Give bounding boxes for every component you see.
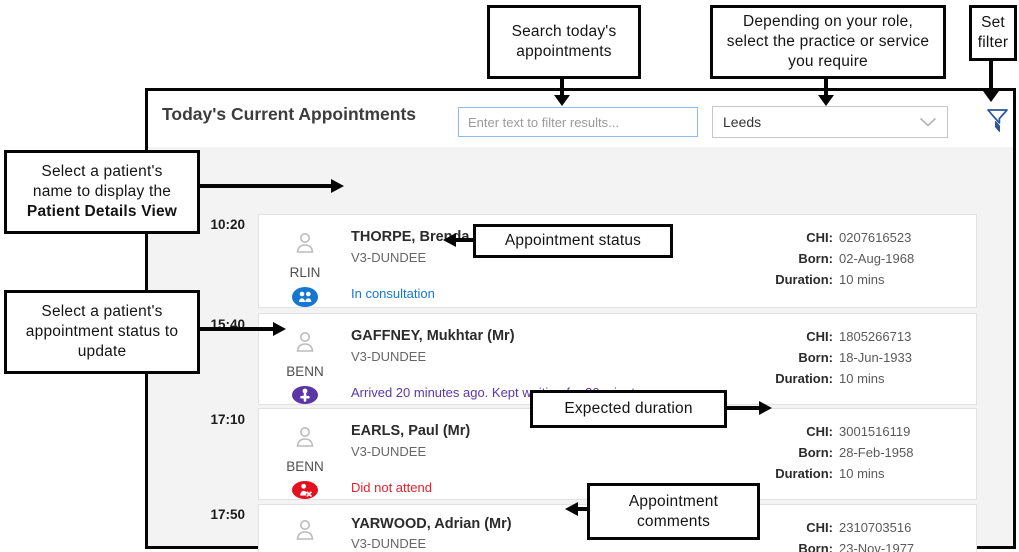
clinician-code: BENN [286,459,324,474]
filter-icon[interactable] [986,108,1010,134]
arrow-expected-duration-line [727,406,759,410]
callout-patient-name: Select a patient's name to display the P… [4,150,200,234]
person-icon [290,228,320,263]
callout-set-filter: Set filter [969,5,1017,61]
born-label: Born: [798,251,833,266]
duration-label: Duration: [775,466,833,481]
arrow-filter-head [983,91,999,102]
clinician-code: RLIN [289,265,321,280]
patient-name-link[interactable]: YARWOOD, Adrian (Mr) [351,516,512,532]
appointment-time: 17:50 [210,507,245,522]
chevron-down-icon [919,117,937,128]
callout-search: Search today's appointments [487,5,641,79]
arrow-status-update-line [199,327,273,331]
chi-value: 3001516119 [839,424,911,439]
clinician-code: BENN [286,364,324,379]
chi-label: CHI: [806,230,833,245]
born-value: 23-Nov-1977 [839,541,915,552]
appointments-window: Today's Current Appointments Leeds 10:20… [145,88,1016,552]
chi-value: 0207616523 [839,230,912,245]
callout-appointment-status: Appointment status [473,224,673,258]
chi-value: 2310703516 [839,520,912,535]
arrow-appointment-status-head [443,233,456,247]
practice-dropdown[interactable]: Leeds [712,106,948,138]
chi-label: CHI: [806,520,833,535]
clinic-code: V3-DUNDEE [351,349,427,364]
patient-name-link[interactable]: EARLS, Paul (Mr) [351,423,471,439]
did-not-attend-status-icon[interactable] [292,481,318,499]
callout-status-update: Select a patient's appointment status to… [4,290,200,374]
callout-appointment-comments: Appointment comments [587,483,760,540]
page-title: Today's Current Appointments [162,104,417,124]
arrived-status-icon[interactable] [292,386,318,404]
arrow-role-head [818,95,834,106]
person-icon [290,515,320,550]
born-label: Born: [798,541,833,552]
born-value: 02-Aug-1968 [839,251,915,266]
callout-role: Depending on your role, select the pract… [710,5,946,79]
duration-label: Duration: [775,272,833,287]
arrow-patient-name-head [331,179,344,193]
arrow-appointment-comments-line [578,507,587,511]
duration-value: 10 mins [839,272,885,287]
arrow-search-line [560,78,564,96]
duration-value: 10 mins [839,371,885,386]
born-value: 18-Jun-1933 [839,350,912,365]
appointment-status-text[interactable]: In consultation [351,286,435,301]
window-header: Today's Current Appointments Leeds [148,91,1013,147]
born-label: Born: [798,350,833,365]
chi-label: CHI: [806,329,833,344]
appointment-time: 10:20 [210,217,245,232]
chi-label: CHI: [806,424,833,439]
clinic-code: V3-DUNDEE [351,250,427,265]
arrow-filter-line [989,60,993,92]
arrow-search-head [554,95,570,106]
person-icon [290,327,320,362]
arrow-status-update-head [273,322,286,336]
arrow-expected-duration-head [759,401,772,415]
practice-dropdown-value: Leeds [723,114,762,130]
callout-patient-details-view: Patient Details View [26,202,178,220]
arrow-role-line [824,78,828,96]
chi-value: 1805266713 [839,329,912,344]
consultation-status-icon[interactable] [292,287,318,307]
appointment-time: 17:10 [210,412,245,427]
patient-name-link[interactable]: GAFFNEY, Mukhtar (Mr) [351,328,515,344]
appointments-list: 10:20 15:40 17:10 17:50 RLIN THORPE, Bre… [148,147,1013,552]
arrow-appointment-comments-head [565,502,578,516]
clinic-code: V3-DUNDEE [351,536,427,551]
arrow-appointment-status-line [456,238,473,242]
clinic-code: V3-DUNDEE [351,444,427,459]
callout-expected-duration: Expected duration [530,390,727,428]
duration-label: Duration: [775,371,833,386]
person-icon [290,422,320,457]
born-value: 28-Feb-1958 [839,445,914,460]
duration-value: 10 mins [839,466,885,481]
born-label: Born: [798,445,833,460]
arrow-patient-name-line [199,184,331,188]
appointment-status-text[interactable]: Did not attend [351,480,432,495]
search-input[interactable] [458,107,698,137]
